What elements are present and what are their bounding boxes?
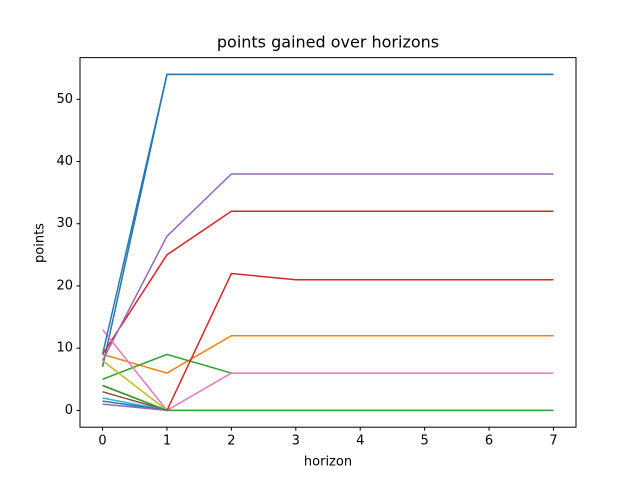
- chart-title: points gained over horizons: [217, 33, 439, 52]
- series-line: [102, 334, 554, 374]
- y-axis-label: points: [33, 223, 48, 263]
- x-axis-label: horizon: [304, 455, 352, 470]
- series-line: [102, 360, 168, 411]
- series-line: [102, 403, 168, 412]
- series-line: [101, 173, 554, 361]
- x-tick-label: 7: [549, 434, 557, 449]
- y-tick-label: 40: [56, 154, 73, 169]
- series-line: [102, 272, 554, 412]
- series-line: [102, 353, 232, 380]
- y-tick-label: 20: [56, 278, 73, 293]
- x-tick-label: 6: [485, 434, 493, 449]
- series-line: [101, 329, 554, 412]
- series-line: [102, 384, 554, 412]
- plot-frame: [79, 57, 577, 428]
- series-line: [101, 73, 554, 355]
- series-line: [101, 73, 554, 368]
- x-tick-label: 5: [420, 434, 428, 449]
- series-line: [102, 391, 168, 412]
- y-tick-label: 0: [65, 403, 73, 418]
- x-tick-label: 4: [356, 434, 364, 449]
- y-tick-label: 50: [56, 92, 73, 107]
- x-tick-label: 2: [227, 434, 235, 449]
- series-line: [101, 210, 554, 355]
- y-tick-label: 30: [56, 216, 73, 231]
- x-tick-label: 3: [292, 434, 300, 449]
- y-tick-label: 10: [56, 341, 73, 356]
- x-tick-label: 1: [163, 434, 171, 449]
- x-tick-label: 0: [98, 434, 106, 449]
